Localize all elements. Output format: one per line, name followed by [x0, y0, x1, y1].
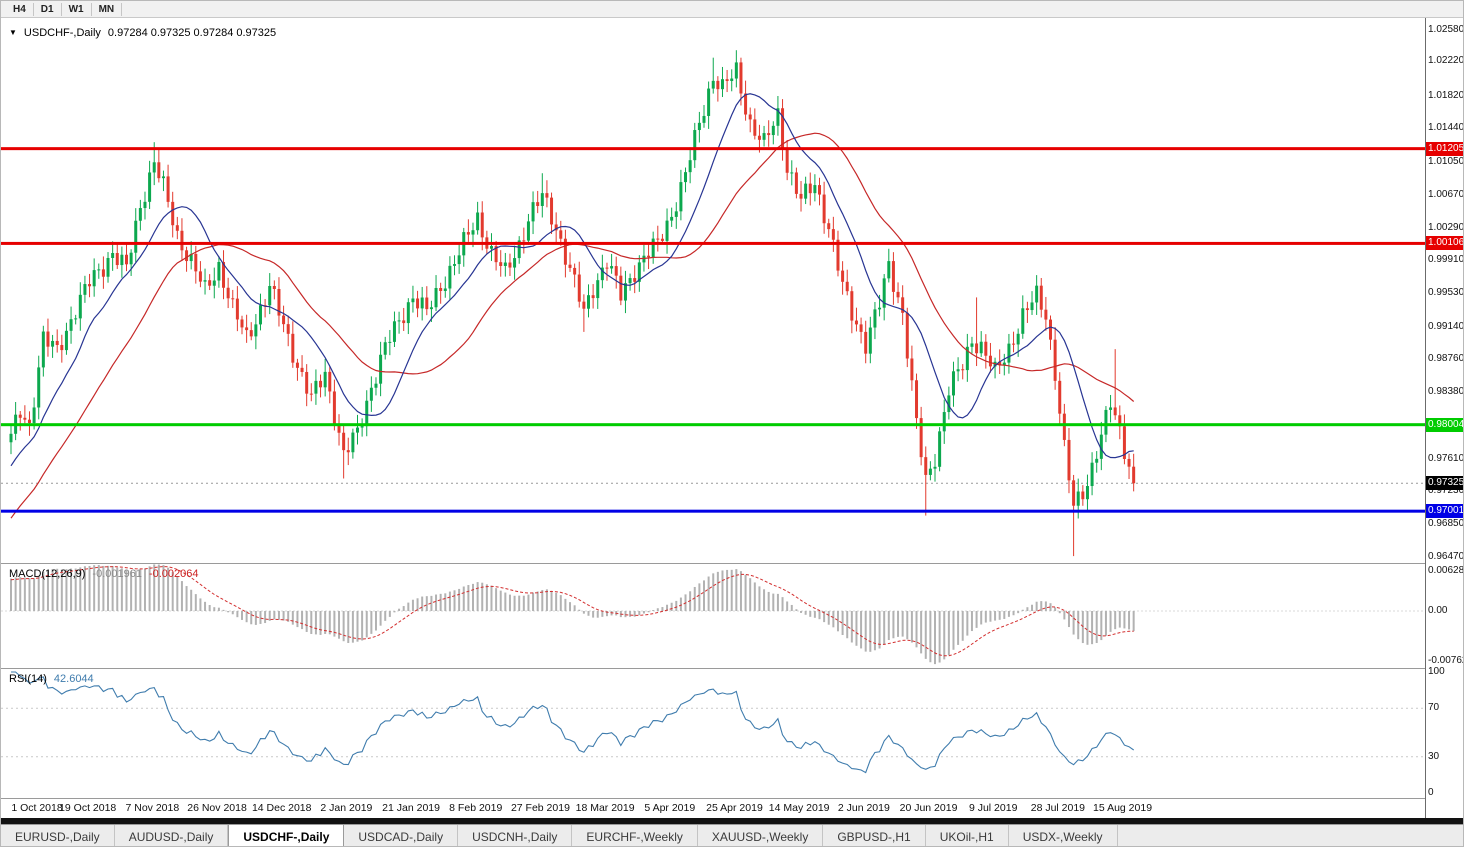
macd-indicator-chart[interactable]	[1, 564, 1425, 668]
fast-moving-average-line	[10, 93, 1134, 467]
candlestick-chart[interactable]	[1, 18, 1425, 563]
price-tick-label: 1.01820	[1428, 89, 1464, 101]
rsi-pane[interactable]: RSI(14) 42.6044	[1, 669, 1425, 798]
price-level-badge: 0.97001	[1426, 504, 1464, 519]
x-axis-label: 9 Jul 2019	[968, 802, 1018, 814]
x-axis-label: 25 Apr 2019	[706, 802, 763, 814]
chart-title: ▼ USDCHF-,Daily 0.97284 0.97325 0.97284 …	[9, 27, 276, 39]
rsi-axis-label: 70	[1428, 702, 1440, 714]
price-tick-label: 1.02580	[1428, 24, 1464, 36]
macd-main-value: -0.001961	[92, 568, 142, 580]
chart-dropdown-icon[interactable]: ▼	[9, 28, 17, 37]
price-tick-label: 0.99530	[1428, 287, 1464, 299]
price-tick-label: 0.99910	[1428, 254, 1464, 266]
slow-moving-average-line	[10, 132, 1135, 519]
rsi-label: RSI(14) 42.6044	[9, 673, 94, 685]
main-chart-pane[interactable]: ▼ USDCHF-,Daily 0.97284 0.97325 0.97284 …	[1, 18, 1425, 563]
tab-audusd-daily[interactable]: AUDUSD-,Daily	[115, 825, 229, 846]
window-bottom-bar	[1, 818, 1463, 824]
tab-ukoil-h1[interactable]: UKOil-,H1	[926, 825, 1009, 846]
x-axis-label: 5 Apr 2019	[644, 802, 696, 814]
x-axis-label: 15 Aug 2019	[1093, 802, 1153, 814]
toolbar-separator	[90, 2, 92, 16]
x-axis-label: 26 Nov 2018	[187, 802, 247, 814]
horizontal-level-lines	[1, 147, 1425, 513]
chart-symbol-label: USDCHF-,Daily	[23, 27, 101, 39]
x-axis-label: 14 May 2019	[768, 802, 830, 814]
pane-separator	[1, 668, 1463, 669]
candles	[9, 50, 1136, 557]
chart-area: ▼ USDCHF-,Daily 0.97284 0.97325 0.97284 …	[1, 18, 1464, 818]
x-axis-label: 7 Nov 2018	[125, 802, 180, 814]
x-axis-label: 27 Feb 2019	[510, 802, 570, 814]
timeframe-button-d1[interactable]: D1	[40, 3, 54, 15]
macd-name: MACD(12,26,9)	[9, 568, 86, 580]
date-axis: 1 Oct 2018 19 Oct 2018 7 Nov 2018 26 Nov 20…	[1, 799, 1425, 818]
tab-eurchf-weekly[interactable]: EURCHF-,Weekly	[572, 825, 698, 846]
x-axis-label: 14 Dec 2018	[251, 802, 312, 814]
price-tick-label: 0.97610	[1428, 452, 1464, 464]
x-axis-label: 1 Oct 2018	[11, 802, 63, 814]
macd-signal-line	[10, 566, 1134, 657]
tab-usdcnh-daily[interactable]: USDCNH-,Daily	[458, 825, 573, 846]
x-axis-label: 8 Feb 2019	[449, 802, 503, 814]
x-axis-label: 18 Mar 2019	[575, 802, 635, 814]
timeframe-button-h4[interactable]: H4	[13, 3, 26, 15]
price-tick-label: 1.01440	[1428, 122, 1464, 134]
price-tick-label: 1.00290	[1428, 221, 1464, 233]
price-tick-label: 0.99140	[1428, 320, 1464, 332]
price-tick-label: 1.02220	[1428, 55, 1464, 67]
timeframe-button-w1[interactable]: W1	[68, 3, 84, 15]
price-tick-label: 1.00670	[1428, 188, 1464, 200]
current-price-badge: 0.97325	[1426, 476, 1464, 491]
tab-usdcad-daily[interactable]: USDCAD-,Daily	[344, 825, 459, 846]
rsi-axis-label: 0	[1428, 787, 1434, 798]
x-axis-label: 2 Jun 2019	[837, 802, 890, 814]
pane-separator	[1, 563, 1463, 564]
price-tick-label: 0.96470	[1428, 550, 1464, 562]
toolbar-separator	[121, 2, 123, 16]
chart-ohlc-values: 0.97284 0.97325 0.97284 0.97325	[107, 27, 277, 39]
rsi-name: RSI(14)	[9, 673, 47, 685]
price-tick-label: 0.98760	[1428, 353, 1464, 365]
tab-gbpusd-h1[interactable]: GBPUSD-,H1	[823, 825, 926, 846]
price-tick-label: 1.01050	[1428, 156, 1464, 167]
macd-axis-label: 0.006286	[1428, 565, 1464, 576]
tab-usdchf-daily[interactable]: USDCHF-,Daily	[228, 825, 345, 846]
pane-separator	[1, 798, 1463, 799]
rsi-line	[11, 671, 1135, 774]
price-level-badge: 1.01205	[1426, 141, 1464, 156]
macd-axis-label: -0.00762	[1428, 655, 1464, 666]
x-axis-label: 21 Jan 2019	[382, 802, 440, 814]
macd-signal-value: -0.002064	[148, 568, 199, 580]
x-axis-label: 19 Oct 2018	[59, 802, 117, 814]
x-axis-label: 20 Jun 2019	[899, 802, 958, 814]
timeframe-button-mn[interactable]: MN	[98, 3, 115, 15]
macd-pane[interactable]: MACD(12,26,9) -0.001961 -0.002064	[1, 564, 1425, 668]
macd-label: MACD(12,26,9) -0.001961 -0.002064	[9, 568, 199, 580]
price-level-badge: 1.00106	[1426, 236, 1464, 251]
price-tick-label: 0.97230	[1428, 485, 1464, 497]
price-tick-label: 0.98380	[1428, 386, 1464, 398]
x-axis-label: 2 Jan 2019	[320, 802, 373, 814]
price-tick-label: 0.96850	[1428, 518, 1464, 530]
rsi-axis-label: 30	[1428, 750, 1440, 762]
rsi-indicator-chart[interactable]	[1, 669, 1425, 798]
x-axis-label: 28 Jul 2019	[1030, 802, 1086, 814]
tab-eurusd-daily[interactable]: EURUSD-,Daily	[1, 825, 115, 846]
timeframe-toolbar: H4 D1 W1 MN	[1, 1, 1463, 18]
macd-axis-label: 0.00	[1428, 605, 1448, 616]
rsi-axis-label: 100	[1428, 666, 1445, 677]
chart-tab-bar: EURUSD-,Daily AUDUSD-,Daily USDCHF-,Daily U…	[1, 824, 1463, 846]
price-axis: 1.02580 1.02220 1.01820 1.01440 1.01050 1.006…	[1425, 18, 1464, 818]
toolbar-separator	[60, 2, 62, 16]
tab-usdx-weekly[interactable]: USDX-,Weekly	[1009, 825, 1118, 846]
toolbar-separator	[32, 2, 34, 16]
rsi-value: 42.6044	[53, 673, 94, 685]
tab-xauusd-weekly[interactable]: XAUUSD-,Weekly	[698, 825, 824, 846]
price-level-badge: 0.98004	[1426, 417, 1464, 432]
